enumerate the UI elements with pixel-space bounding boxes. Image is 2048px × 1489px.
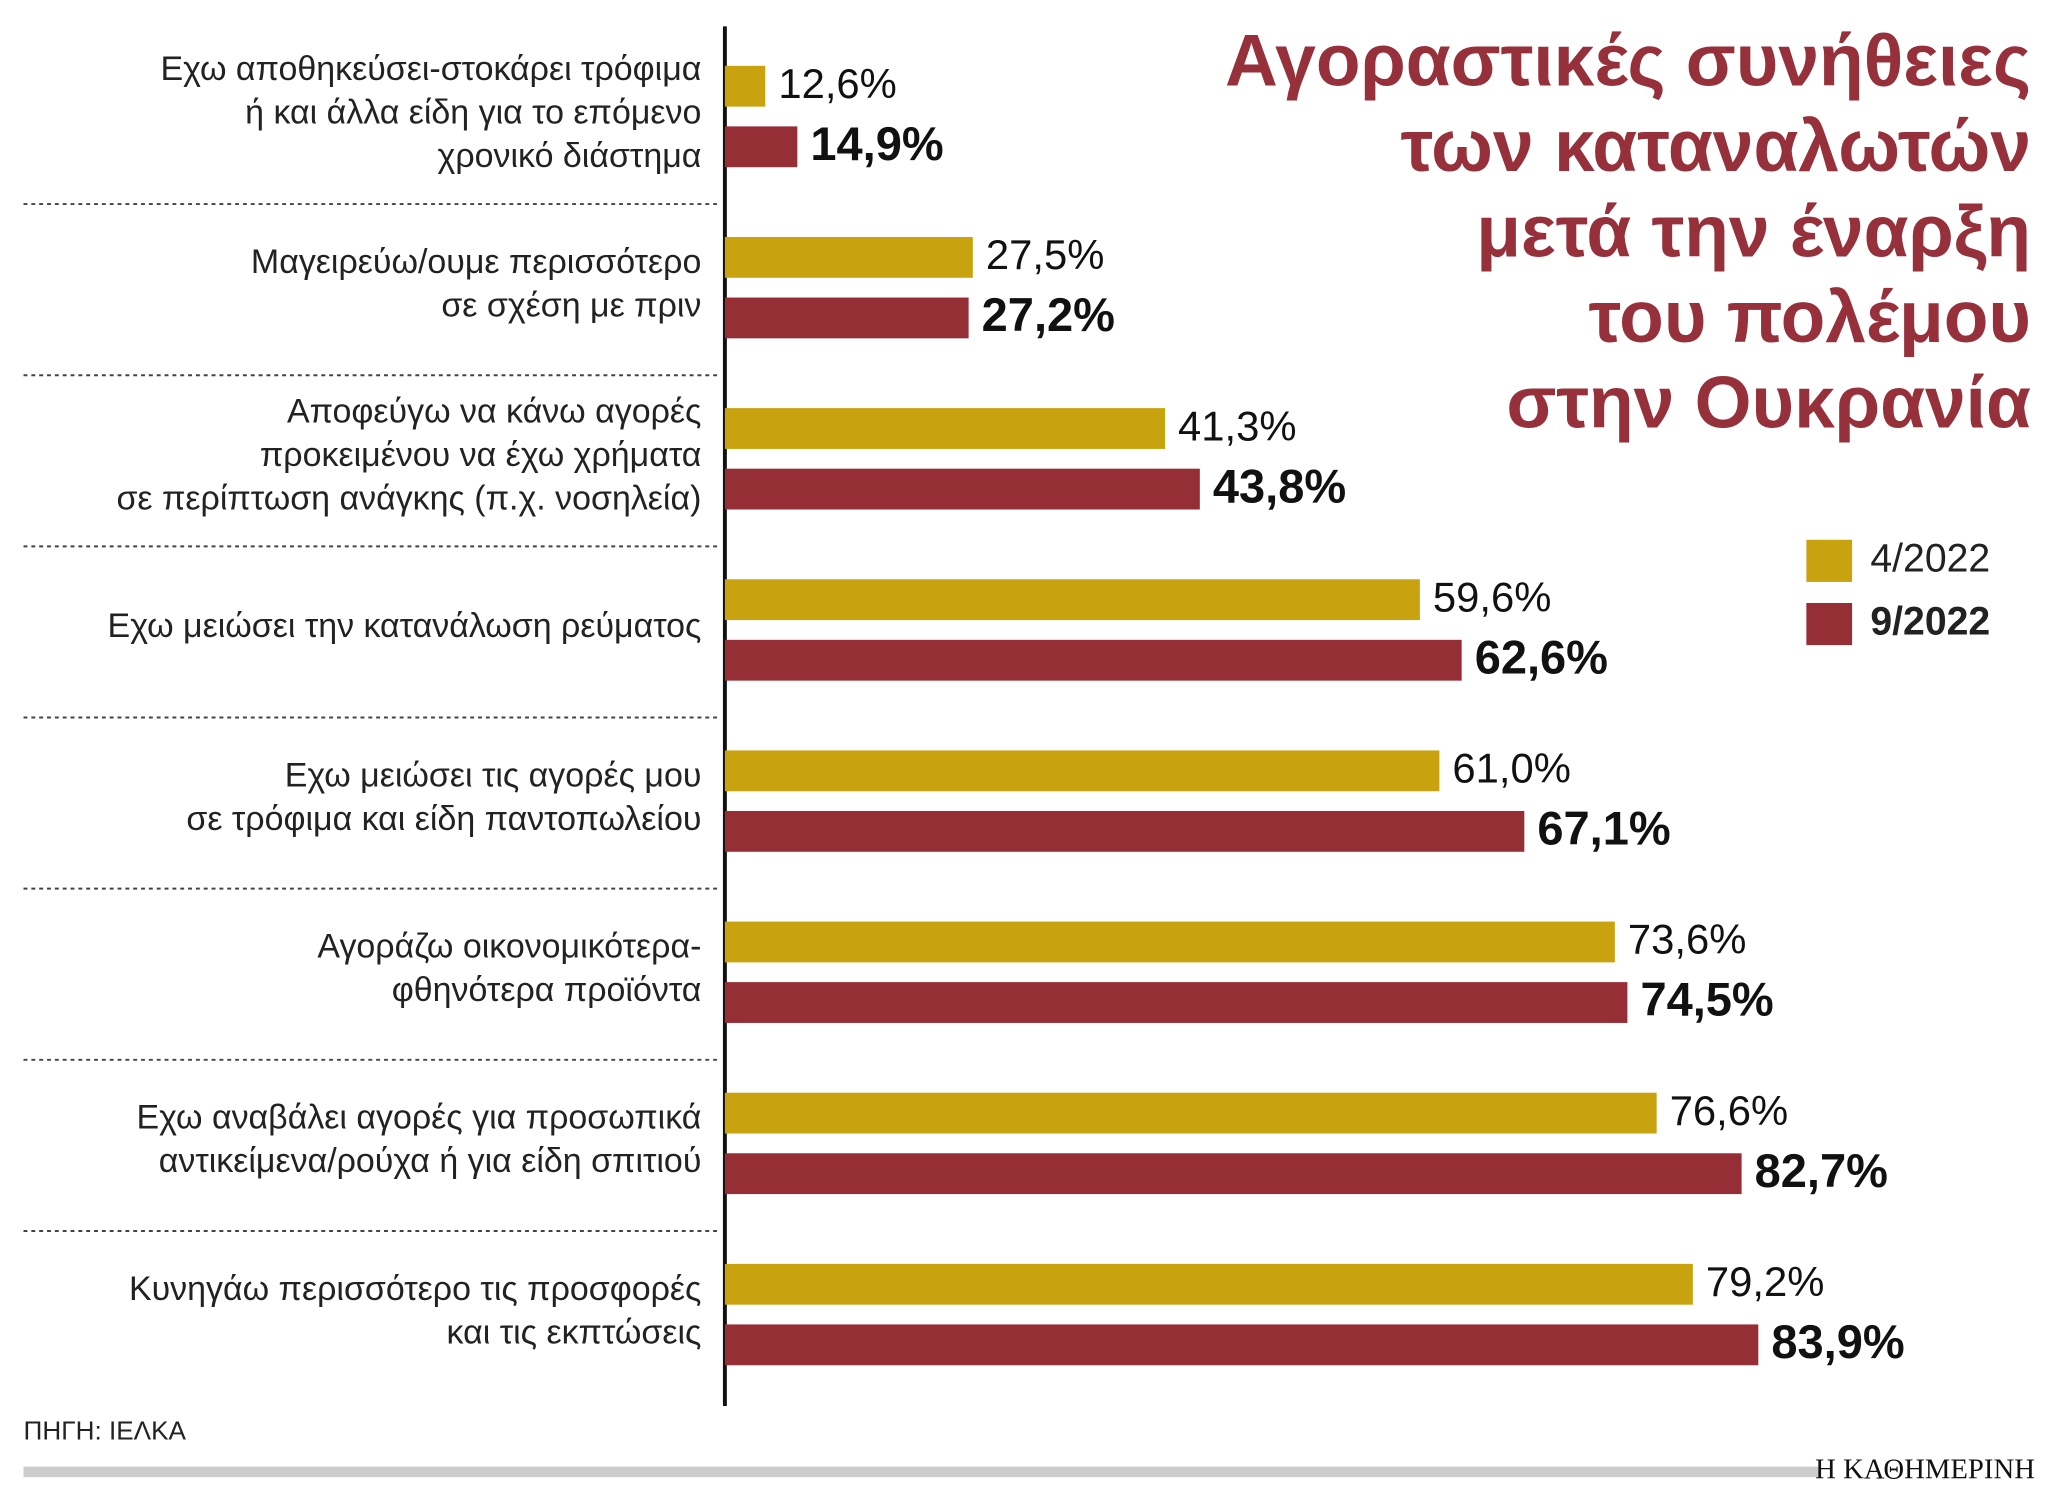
legend-swatch (1806, 539, 1853, 582)
bar (724, 1092, 1657, 1134)
chart-title: των καταναλωτών (1401, 105, 2031, 187)
chart-title: του πολέμου (1589, 276, 2031, 358)
category-label: σε τρόφιμα και είδη παντοπωλείου (186, 800, 701, 838)
source: ΠΗΓΗ: ΙΕΛΚΑ (24, 1415, 187, 1445)
category-label: Αποφεύγω να κάνω αγορές (287, 392, 701, 430)
legend-label: 9/2022 (1870, 599, 1990, 643)
footer-bar (23, 1466, 1820, 1478)
value-label: 76,6% (1670, 1087, 1788, 1134)
category-label: Εχω μειώσει τις αγορές μου (285, 756, 702, 794)
chart-title: στην Ουκρανία (1506, 361, 2031, 443)
bar (724, 468, 1200, 510)
value-label: 43,8% (1213, 460, 1346, 513)
category-label: προκειμένου να έχω χρήματα (260, 436, 702, 474)
category-label: αντικείμενα/ρούχα ή για είδη σπιτιού (159, 1142, 702, 1180)
bar (724, 982, 1628, 1023)
value-label: 59,6% (1433, 573, 1551, 620)
bar (724, 236, 973, 278)
bar (724, 921, 1615, 963)
bar (724, 639, 1462, 681)
category-label: σε σχέση με πριν (441, 286, 701, 324)
value-label: 27,5% (986, 231, 1104, 278)
category-label: ή και άλλα είδη για το επόμενο (245, 93, 701, 131)
chart-title: Αγοραστικές συνήθειες (1225, 19, 2031, 101)
chart-title: μετά την έναρξη (1476, 190, 2031, 272)
bar (724, 579, 1420, 621)
category-label: Κυνηγάω περισσότερο τις προσφορές (129, 1270, 701, 1308)
value-label: 83,9% (1771, 1316, 1904, 1369)
bar (724, 297, 969, 339)
value-label: 14,9% (810, 118, 943, 171)
brand: Η ΚΑΘΗΜΕΡΙΝΗ (1815, 1453, 2035, 1485)
bar (724, 65, 766, 107)
value-label: 12,6% (778, 60, 896, 107)
category-label: σε περίπτωση ανάγκης (π.χ. νοσηλεία) (116, 479, 701, 517)
bar (724, 810, 1525, 852)
value-label: 82,7% (1755, 1145, 1888, 1198)
bar (724, 408, 1166, 449)
category-label: Εχω αποθηκεύσει-στοκάρει τρόφιμα (160, 50, 701, 88)
value-label: 74,5% (1640, 974, 1773, 1027)
legend-swatch (1806, 602, 1853, 646)
value-label: 41,3% (1178, 402, 1296, 449)
category-label: χρονικό διάστημα (438, 137, 702, 175)
value-label: 62,6% (1475, 631, 1608, 684)
value-label: 73,6% (1628, 916, 1746, 963)
bar (724, 126, 798, 168)
value-label: 61,0% (1452, 744, 1570, 791)
bar (724, 750, 1440, 792)
category-label: και τις εκπτώσεις (447, 1313, 702, 1351)
category-label: Αγοράζω οικονομικότερα- (317, 927, 701, 965)
value-label: 27,2% (982, 289, 1115, 342)
value-label: 67,1% (1537, 802, 1670, 855)
value-label: 79,2% (1706, 1258, 1824, 1305)
category-label: Εχω μειώσει την κατανάλωση ρεύματος (108, 607, 702, 645)
category-label: φθηνότερα προϊόντα (392, 971, 702, 1009)
category-label: Εχω αναβάλει αγορές για προσωπικά (136, 1099, 701, 1137)
category-label: Μαγειρεύω/ουμε περισσότερο (251, 243, 701, 281)
legend-label: 4/2022 (1870, 536, 1990, 580)
bar (724, 1153, 1742, 1195)
bar (724, 1263, 1693, 1305)
bar (724, 1324, 1759, 1366)
